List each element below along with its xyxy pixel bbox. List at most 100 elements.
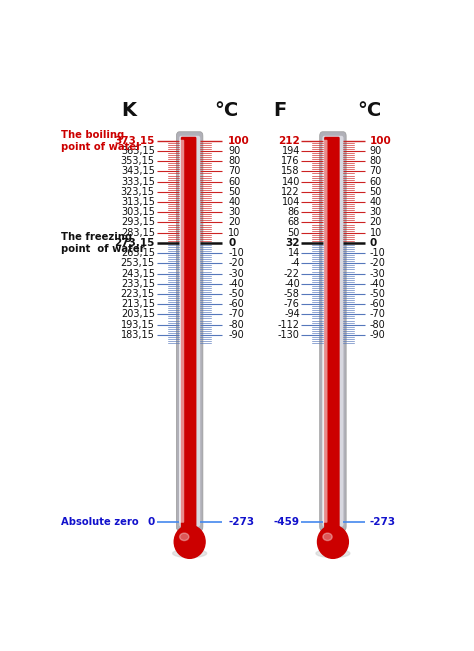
Ellipse shape — [323, 533, 332, 540]
Text: 283,15: 283,15 — [121, 228, 155, 238]
Text: 40: 40 — [228, 197, 240, 207]
Text: 273,15: 273,15 — [114, 238, 155, 248]
Text: 193,15: 193,15 — [121, 320, 155, 329]
Text: 90: 90 — [228, 146, 240, 156]
Text: 0: 0 — [147, 517, 155, 527]
FancyBboxPatch shape — [181, 137, 196, 531]
Text: 158: 158 — [282, 167, 300, 176]
Text: 50: 50 — [288, 228, 300, 238]
Text: -30: -30 — [370, 269, 385, 279]
Text: 0: 0 — [228, 238, 236, 248]
Text: -60: -60 — [370, 299, 385, 309]
Text: 203,15: 203,15 — [121, 309, 155, 320]
Text: 40: 40 — [370, 197, 382, 207]
Text: -90: -90 — [370, 330, 385, 340]
FancyBboxPatch shape — [322, 136, 344, 527]
Text: 10: 10 — [228, 228, 240, 238]
Text: -130: -130 — [278, 330, 300, 340]
Text: 0: 0 — [370, 238, 377, 248]
Text: -22: -22 — [284, 269, 300, 279]
Text: 50: 50 — [228, 187, 241, 197]
Text: 213,15: 213,15 — [121, 299, 155, 309]
Bar — [182, 517, 195, 547]
FancyBboxPatch shape — [179, 136, 200, 527]
Text: 303,15: 303,15 — [121, 207, 155, 217]
Text: -20: -20 — [228, 258, 244, 268]
Text: 373,15: 373,15 — [114, 136, 155, 146]
Text: -70: -70 — [370, 309, 385, 320]
Text: -273: -273 — [228, 517, 255, 527]
Text: -112: -112 — [278, 320, 300, 329]
Text: 243,15: 243,15 — [121, 269, 155, 279]
Text: -273: -273 — [370, 517, 396, 527]
Text: -58: -58 — [284, 289, 300, 299]
Text: 70: 70 — [228, 167, 241, 176]
Text: 10: 10 — [370, 228, 382, 238]
Text: 14: 14 — [288, 248, 300, 258]
Text: -20: -20 — [370, 258, 385, 268]
Text: Absolute zero: Absolute zero — [61, 517, 139, 527]
Text: 86: 86 — [288, 207, 300, 217]
Text: 80: 80 — [228, 156, 240, 166]
FancyBboxPatch shape — [319, 132, 346, 531]
Text: 104: 104 — [282, 197, 300, 207]
Text: 90: 90 — [370, 146, 382, 156]
Text: 100: 100 — [228, 136, 250, 146]
Text: 122: 122 — [281, 187, 300, 197]
Text: 333,15: 333,15 — [121, 176, 155, 187]
Text: -60: -60 — [228, 299, 244, 309]
Text: -94: -94 — [284, 309, 300, 320]
Text: 233,15: 233,15 — [121, 279, 155, 289]
Text: 100: 100 — [370, 136, 392, 146]
Text: 313,15: 313,15 — [121, 197, 155, 207]
Text: 70: 70 — [370, 167, 382, 176]
Text: -30: -30 — [228, 269, 244, 279]
Text: 263,15: 263,15 — [121, 248, 155, 258]
Text: K: K — [121, 101, 137, 120]
Text: F: F — [273, 101, 286, 120]
Text: °C: °C — [357, 101, 382, 120]
Text: 140: 140 — [282, 176, 300, 187]
Text: 176: 176 — [282, 156, 300, 166]
Text: -4: -4 — [290, 258, 300, 268]
Text: 30: 30 — [370, 207, 382, 217]
Text: -50: -50 — [228, 289, 244, 299]
FancyBboxPatch shape — [324, 137, 340, 531]
Text: -76: -76 — [284, 299, 300, 309]
Text: 60: 60 — [370, 176, 382, 187]
Text: 363,15: 363,15 — [121, 146, 155, 156]
Text: 223,15: 223,15 — [121, 289, 155, 299]
Ellipse shape — [173, 549, 207, 557]
Text: 343,15: 343,15 — [121, 167, 155, 176]
Text: The freezing
point  of water: The freezing point of water — [61, 232, 145, 254]
Text: -50: -50 — [370, 289, 385, 299]
Text: °C: °C — [214, 101, 238, 120]
Text: 212: 212 — [278, 136, 300, 146]
Text: -70: -70 — [228, 309, 244, 320]
Bar — [325, 517, 338, 547]
Text: -40: -40 — [370, 279, 385, 289]
Ellipse shape — [318, 525, 348, 559]
Text: The boiling
point of water: The boiling point of water — [61, 130, 141, 152]
Text: 194: 194 — [282, 146, 300, 156]
Text: 293,15: 293,15 — [121, 217, 155, 227]
Text: 30: 30 — [228, 207, 240, 217]
Text: 68: 68 — [288, 217, 300, 227]
Text: 80: 80 — [370, 156, 382, 166]
Text: 20: 20 — [228, 217, 241, 227]
Text: -90: -90 — [228, 330, 244, 340]
Text: -80: -80 — [228, 320, 244, 329]
Ellipse shape — [316, 549, 350, 557]
Text: -10: -10 — [370, 248, 385, 258]
Text: -10: -10 — [228, 248, 244, 258]
FancyBboxPatch shape — [179, 140, 184, 523]
Text: -459: -459 — [274, 517, 300, 527]
Text: 323,15: 323,15 — [121, 187, 155, 197]
Text: 50: 50 — [370, 187, 382, 197]
Ellipse shape — [174, 525, 205, 559]
Text: 353,15: 353,15 — [121, 156, 155, 166]
Text: -40: -40 — [284, 279, 300, 289]
FancyBboxPatch shape — [322, 140, 328, 523]
Text: 20: 20 — [370, 217, 382, 227]
FancyBboxPatch shape — [176, 132, 203, 531]
